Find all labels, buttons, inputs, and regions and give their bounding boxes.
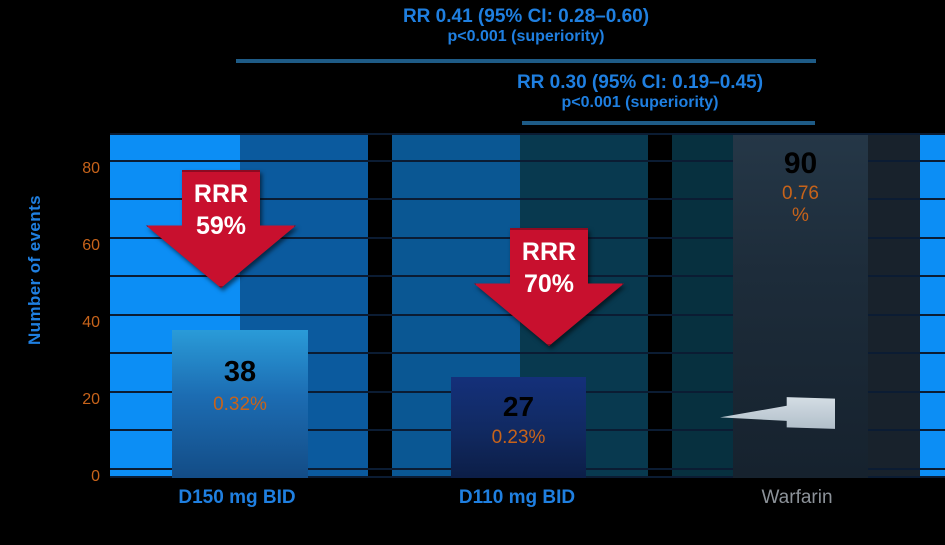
annotation-rr-d150-line1: RR 0.41 (95% CI: 0.28–0.60) <box>402 6 650 27</box>
background-panel-7 <box>920 133 945 478</box>
bar-warfarin-rate-line1: 0.76 <box>782 183 819 204</box>
y-axis-title: Number of events <box>25 195 44 345</box>
bar-d150-value: 38 <box>223 356 257 388</box>
bar-d110[interactable]: 27 0.23% <box>451 377 586 478</box>
annotation-rr-d150: RR 0.41 (95% CI: 0.28–0.60) p<0.001 (sup… <box>236 6 816 47</box>
annotation-rr-d110-line1: RR 0.30 (95% CI: 0.19–0.45) <box>516 72 764 93</box>
rrr-arrow-d110: RRR 70% <box>474 228 624 346</box>
x-label-warfarin: Warfarin <box>761 487 833 508</box>
annotation-rr-d110: RR 0.30 (95% CI: 0.19–0.45) p<0.001 (sup… <box>460 72 820 113</box>
grey-reference-arrow-icon <box>720 395 835 431</box>
y-tick-40: 40 <box>82 314 100 331</box>
bracket-d150-warfarin <box>236 59 816 63</box>
annotation-rr-d110-line2: p<0.001 (superiority) <box>561 94 719 112</box>
rrr-arrow-d150: RRR 59% <box>146 170 296 288</box>
bar-warfarin-rate: 0.76 % <box>733 183 868 227</box>
rrr-d110-title: RRR <box>521 238 577 266</box>
bar-d110-rate: 0.23% <box>491 427 546 448</box>
annotation-rr-d150-line2: p<0.001 (superiority) <box>447 28 605 46</box>
bar-warfarin-value: 90 <box>783 147 818 180</box>
y-tick-60: 60 <box>82 237 100 254</box>
bar-d150-rate: 0.32% <box>213 394 267 415</box>
y-tick-20: 20 <box>82 391 100 408</box>
bar-d150[interactable]: 38 0.32% <box>172 330 308 478</box>
rrr-d110-value: 70% <box>523 270 575 298</box>
y-tick-80: 80 <box>82 160 100 177</box>
bracket-d110-warfarin <box>522 121 815 125</box>
bar-warfarin-rate-line2: % <box>792 204 809 226</box>
x-label-d110: D110 mg BID <box>458 487 576 508</box>
rrr-d150-value: 59% <box>195 212 247 240</box>
rrr-d150-title: RRR <box>193 180 249 208</box>
x-label-d150: D150 mg BID <box>178 487 296 508</box>
y-tick-0: 0 <box>91 468 100 485</box>
bar-d110-value: 27 <box>502 391 535 422</box>
